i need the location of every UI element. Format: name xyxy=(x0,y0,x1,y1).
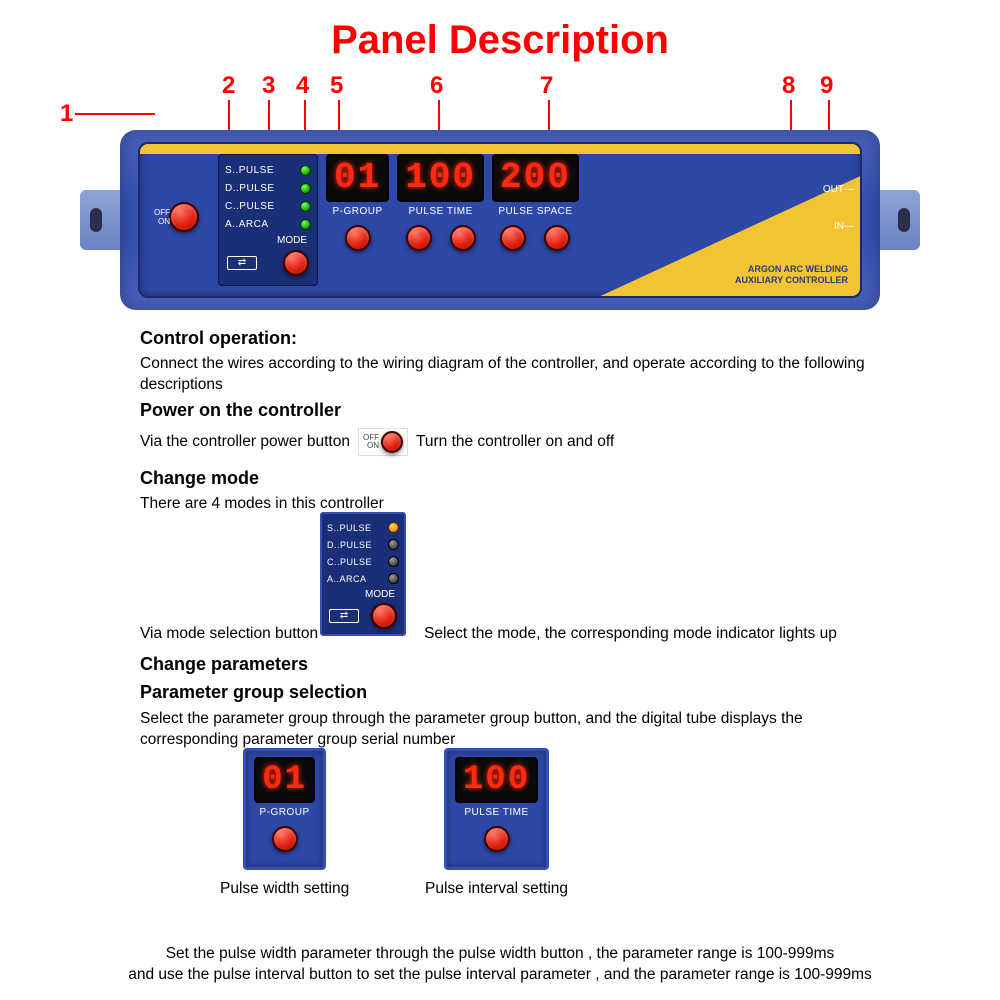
ms-a: A..ARCA xyxy=(327,574,367,584)
mode-section: S..PULSE D..PULSE C..PULSE A..ARCA MODE xyxy=(218,154,318,286)
callout-6: 6 xyxy=(430,72,443,100)
ms-led-a xyxy=(388,573,399,584)
power-button[interactable] xyxy=(169,202,199,232)
callout-8: 8 xyxy=(782,72,795,100)
ms-c: C..PULSE xyxy=(327,557,372,567)
mini-power-button[interactable] xyxy=(381,431,403,453)
text-power-a: Via the controller power button xyxy=(140,432,350,453)
ms-d: D..PULSE xyxy=(327,540,372,550)
text-mode-a: Via mode selection button xyxy=(140,624,318,645)
pspace-button-up[interactable] xyxy=(544,225,570,251)
on-label: ON xyxy=(152,217,170,226)
page-title: Panel Description xyxy=(331,18,669,63)
brand-bar xyxy=(140,144,860,154)
callout-7: 7 xyxy=(540,72,553,100)
mode-d: D..PULSE xyxy=(225,183,275,194)
ptime-column: 100 PULSE TIME xyxy=(397,154,484,251)
bottom-line1: Set the pulse width parameter through th… xyxy=(40,944,960,965)
mini-on: ON xyxy=(363,442,379,450)
bottom-line2: and use the pulse interval button to set… xyxy=(40,965,960,986)
mini-ptime-caption: PULSE TIME xyxy=(455,807,538,818)
callout-9: 9 xyxy=(820,72,833,100)
callout-4: 4 xyxy=(296,72,309,100)
heading-power-on: Power on the controller xyxy=(140,398,880,422)
text-control-operation: Connect the wires according to the wirin… xyxy=(140,354,880,396)
ms-led-d xyxy=(388,539,399,550)
display-group: 01 P-GROUP 100 PULSE TIME 200 PULSE SPAC… xyxy=(326,154,579,251)
power-area: OFF ON xyxy=(148,202,202,237)
mini-pgroup-caption: P-GROUP xyxy=(254,807,315,818)
brand-text: ARGON ARC WELDING AUXILIARY CONTROLLER xyxy=(735,264,848,286)
callout-3: 3 xyxy=(262,72,275,100)
mode-a: A..ARCA xyxy=(225,219,269,230)
ptime-display: 100 xyxy=(397,154,484,202)
callout-2: 2 xyxy=(222,72,235,100)
ms-s: S..PULSE xyxy=(327,523,372,533)
callout-1: 1 xyxy=(60,100,73,128)
controller-panel: ARGON ARC WELDING AUXILIARY CONTROLLER O… xyxy=(120,130,880,310)
mode-button[interactable] xyxy=(283,250,309,276)
led-c xyxy=(300,201,311,212)
bottom-note: Set the pulse width parameter through th… xyxy=(40,944,960,986)
text-change-mode: There are 4 modes in this controller xyxy=(140,494,880,515)
mode-s: S..PULSE xyxy=(225,165,274,176)
pgroup-display: 01 xyxy=(326,154,389,202)
mode-strip-widget: S..PULSE D..PULSE C..PULSE A..ARCA MODE xyxy=(320,512,406,636)
ptime-button-up[interactable] xyxy=(450,225,476,251)
cycle-icon xyxy=(227,256,257,270)
pspace-button-down[interactable] xyxy=(500,225,526,251)
mini-ptime-widget: 100 PULSE TIME Pulse interval setting xyxy=(425,748,568,898)
pspace-caption: PULSE SPACE xyxy=(492,206,579,217)
pspace-column: 200 PULSE SPACE xyxy=(492,154,579,251)
callout-5: 5 xyxy=(330,72,343,100)
mini-pgroup-button[interactable] xyxy=(272,826,298,852)
ptime-caption: PULSE TIME xyxy=(397,206,484,217)
in-label: IN— xyxy=(823,221,854,232)
mini-pgroup-display: 01 xyxy=(254,757,315,803)
heading-param-group: Parameter group selection xyxy=(140,680,880,704)
mini-ptime-display: 100 xyxy=(455,757,538,803)
off-label: OFF xyxy=(152,208,170,217)
ptime-button-down[interactable] xyxy=(406,225,432,251)
led-s xyxy=(300,165,311,176)
heading-change-params: Change parameters xyxy=(140,652,880,676)
brand-line1: ARGON ARC WELDING xyxy=(735,264,848,275)
ms-caption: MODE xyxy=(327,589,395,600)
io-labels: OUT— IN— xyxy=(823,184,854,258)
ms-led-c xyxy=(388,556,399,567)
pgroup-button[interactable] xyxy=(345,225,371,251)
led-d xyxy=(300,183,311,194)
brand-line2: AUXILIARY CONTROLLER xyxy=(735,275,848,286)
pgroup-column: 01 P-GROUP xyxy=(326,154,389,251)
callout-line xyxy=(75,113,155,115)
pspace-display: 200 xyxy=(492,154,579,202)
ms-cycle-icon xyxy=(329,609,359,623)
mode-c: C..PULSE xyxy=(225,201,275,212)
heading-change-mode: Change mode xyxy=(140,466,880,490)
caption-pulse-interval: Pulse interval setting xyxy=(425,880,568,898)
text-param-group: Select the parameter group through the p… xyxy=(140,709,880,751)
heading-control-operation: Control operation: xyxy=(140,326,880,350)
mini-ptime-button[interactable] xyxy=(484,826,510,852)
text-power-b: Turn the controller on and off xyxy=(416,432,614,453)
mode-caption: MODE xyxy=(225,235,307,246)
caption-pulse-width: Pulse width setting xyxy=(220,880,349,898)
pgroup-caption: P-GROUP xyxy=(326,206,389,217)
led-a xyxy=(300,219,311,230)
mini-pgroup-widget: 01 P-GROUP Pulse width setting xyxy=(220,748,349,898)
text-mode-b: Select the mode, the corresponding mode … xyxy=(424,624,837,645)
ms-led-s xyxy=(388,522,399,533)
out-label: OUT— xyxy=(823,184,854,195)
mini-power-widget: OFFON xyxy=(358,428,408,456)
